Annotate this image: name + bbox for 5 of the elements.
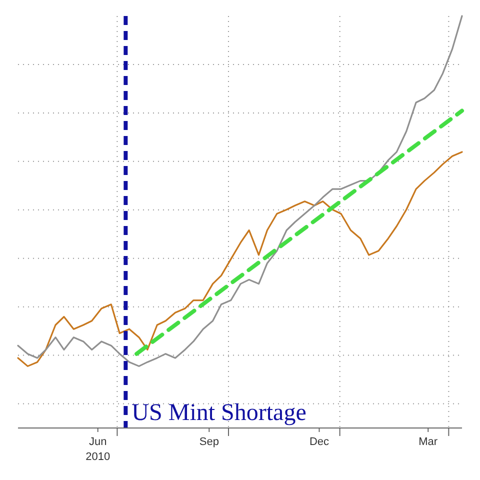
- x-tick-label: Jun 2010: [86, 436, 110, 463]
- ref-line-label: US Mint Shortage: [132, 400, 306, 426]
- x-tick-label: Sep: [199, 436, 219, 448]
- x-tick-label: Dec: [309, 436, 330, 448]
- x-tick-label: Mar: [418, 436, 438, 448]
